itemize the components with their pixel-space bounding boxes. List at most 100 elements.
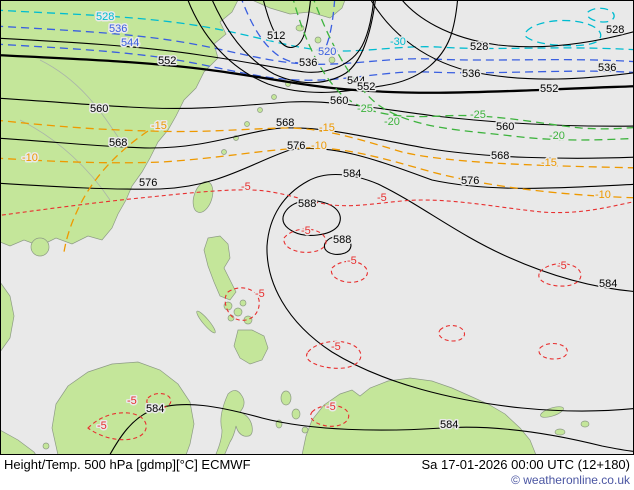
contour-label: -5 bbox=[255, 288, 265, 300]
river-lines bbox=[19, 59, 121, 201]
temperature-contours bbox=[0, 0, 634, 441]
isotherm-branch-left bbox=[63, 130, 149, 253]
coastline-japan bbox=[251, 0, 346, 19]
contour-label: -5 bbox=[326, 401, 336, 413]
contour-label: 528 bbox=[96, 11, 114, 23]
copyright: © weatheronline.co.uk bbox=[511, 473, 630, 487]
contour-label: -5 bbox=[557, 260, 567, 272]
valid-datetime: Sa 17-01-2026 00:00 UTC (12+180) bbox=[421, 457, 631, 472]
contour-label: 552 bbox=[540, 83, 558, 95]
isotherm-minus20 bbox=[313, 0, 634, 141]
contour-label: -5 bbox=[377, 192, 387, 204]
island bbox=[580, 420, 590, 428]
isotherm-minus5-cell bbox=[310, 404, 350, 427]
contour-label: -5 bbox=[347, 255, 357, 267]
contour-label: -20 bbox=[549, 130, 565, 142]
height-contour-536-right bbox=[370, 0, 634, 80]
contour-cyan-loop bbox=[524, 19, 602, 47]
isotherm-minus5 bbox=[0, 189, 634, 216]
island-hainan bbox=[30, 237, 50, 257]
height-contour-576 bbox=[0, 147, 634, 190]
contour-label: 584 bbox=[343, 168, 361, 180]
coastline-vietnam bbox=[0, 281, 15, 353]
copyright-row: © weatheronline.co.uk bbox=[4, 473, 630, 487]
isotherm-minus15 bbox=[0, 119, 634, 169]
contour-cyan bbox=[0, 9, 634, 52]
contour-label: -15 bbox=[319, 122, 335, 134]
island bbox=[314, 36, 322, 44]
island bbox=[271, 94, 277, 100]
contour-label: 588 bbox=[333, 234, 351, 246]
isotherm-minus5-cell bbox=[87, 412, 147, 441]
contour-label: -15 bbox=[151, 120, 167, 132]
contour-label: 528 bbox=[606, 24, 624, 36]
island bbox=[42, 442, 50, 450]
island bbox=[257, 107, 263, 113]
contour-label: -5 bbox=[241, 181, 251, 193]
contour-label: -5 bbox=[97, 420, 107, 432]
contour-label: 552 bbox=[158, 55, 176, 67]
contour-label: 536 bbox=[462, 68, 480, 80]
height-contour-588-small bbox=[323, 236, 352, 255]
isotherm-minus5-cell bbox=[438, 324, 466, 342]
contour-label: 536 bbox=[109, 23, 127, 35]
island bbox=[244, 121, 250, 127]
contour-label: 544 bbox=[121, 37, 139, 49]
upper-trough-contours bbox=[0, 0, 634, 81]
caption-bar: Height/Temp. 500 hPa [gdmp][°C] ECMWF Sa… bbox=[0, 455, 634, 490]
island bbox=[239, 299, 247, 307]
height-contour-552 bbox=[0, 54, 634, 94]
height-contour-528-right bbox=[401, 0, 634, 48]
isotherm-minus5-cell bbox=[305, 340, 362, 369]
chart-title: Height/Temp. 500 hPa [gdmp][°C] ECMWF bbox=[4, 457, 251, 472]
contour-label: -5 bbox=[301, 225, 311, 237]
land-shapes bbox=[0, 0, 590, 455]
contour-label: 536 bbox=[299, 57, 317, 69]
contour-blue bbox=[0, 25, 634, 65]
isotherm-minus5-cell bbox=[538, 263, 582, 287]
contour-label: -25 bbox=[470, 109, 486, 121]
island bbox=[233, 307, 243, 317]
contour-label: -5 bbox=[331, 341, 341, 353]
height-contour-512 bbox=[262, 0, 312, 48]
contour-label: 576 bbox=[287, 140, 305, 152]
isotherm-minus5-cell bbox=[146, 392, 172, 409]
island-new-guinea bbox=[301, 377, 537, 455]
contour-label: -5 bbox=[127, 395, 137, 407]
coastline-sumatra bbox=[0, 429, 37, 455]
island bbox=[221, 149, 227, 155]
island-mindanao bbox=[233, 329, 269, 365]
contour-label: 568 bbox=[276, 117, 294, 129]
island-sulawesi bbox=[215, 390, 253, 455]
contour-label: 552 bbox=[357, 81, 375, 93]
height-contour-560 bbox=[0, 97, 634, 127]
isotherm-minus5-cell bbox=[330, 260, 368, 283]
height-contour-upper bbox=[0, 0, 375, 73]
island bbox=[554, 428, 566, 436]
isotherm-minus10 bbox=[0, 147, 634, 199]
height-contour-536-top bbox=[211, 0, 376, 84]
contour-label: -15 bbox=[541, 157, 557, 169]
contour-label: 568 bbox=[109, 137, 127, 149]
contour-label: 588 bbox=[298, 198, 316, 210]
contour-label: 520 bbox=[318, 46, 336, 58]
contour-label: 536 bbox=[598, 62, 616, 74]
contour-label: 584 bbox=[599, 278, 617, 290]
height-contour-584-lower bbox=[109, 404, 634, 455]
contour-label: -25 bbox=[357, 103, 373, 115]
coastline-china bbox=[0, 0, 239, 247]
contour-cyan-loop-small bbox=[586, 7, 615, 23]
contour-label: -10 bbox=[22, 152, 38, 164]
isotherm-minus5-cell bbox=[538, 342, 568, 360]
island bbox=[295, 24, 305, 32]
island-borneo bbox=[51, 361, 195, 455]
weather-map-canvas: 528536544512520536544528536528536-305525… bbox=[0, 0, 634, 455]
contour-label: 560 bbox=[90, 103, 108, 115]
contour-labels: 528536544512520536544528536528536-305525… bbox=[21, 10, 626, 434]
contour-label: 528 bbox=[470, 41, 488, 53]
contour-label: 576 bbox=[461, 175, 479, 187]
island-luzon bbox=[203, 235, 237, 301]
contour-label: 576 bbox=[139, 177, 157, 189]
contour-label: 512 bbox=[267, 30, 285, 42]
weather-map-panel: 528 536 544 512 520 536 544 528 536 528 536 -30 552 5… bbox=[0, 0, 634, 455]
